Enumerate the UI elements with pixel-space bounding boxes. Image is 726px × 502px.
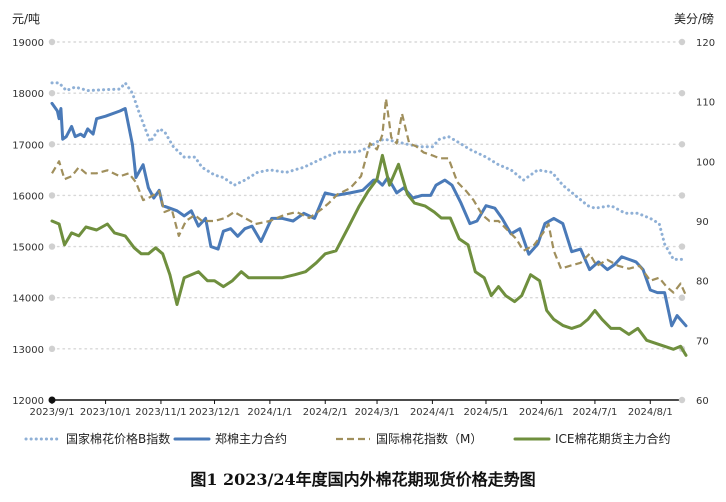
x-tick-label: 2023/12/1 [189,407,240,418]
grid-dot [48,243,56,250]
left-tick-label: 18000 [12,89,44,100]
series-lines [50,81,688,357]
series-line-3 [51,97,688,297]
grid-dot [678,89,686,97]
legend: 国家棉花价格B指数 郑棉主力合约 国际棉花指数（M） ICE棉花期货主力合约 [24,431,671,446]
right-axis-ticks: 60 70 80 90 100 110 120 [696,38,715,407]
x-tick-label: 2023/11/1 [135,407,186,418]
right-axis-unit: 美分/磅 [674,11,714,26]
x-tick-label: 2024/1/1 [247,407,292,418]
grid-dot [48,141,56,148]
x-tick-label: 2024/7/1 [572,407,617,418]
left-axis-ticks: 12000 13000 14000 15000 16000 17000 18000 19000 [12,38,44,407]
left-tick-label: 19000 [12,38,44,49]
grid-dot [48,294,56,301]
right-tick-label: 110 [696,98,715,109]
grid-dot [678,396,686,404]
legend-label: 国际棉花指数（M） [376,431,482,446]
right-tick-label: 120 [696,38,715,49]
left-tick-label: 13000 [12,345,44,356]
x-tick-label: 2024/5/1 [464,407,509,418]
x-tick-label: 2024/2/1 [303,407,348,418]
legend-label: ICE棉花期货主力合约 [555,431,671,446]
x-tick-label: 2023/10/1 [80,407,131,418]
right-tick-label: 100 [696,157,715,168]
series-line-2 [50,101,688,328]
grid-dot [678,141,686,148]
x-tick-label: 2024/8/1 [628,407,673,418]
grid-dot [48,345,56,353]
right-tick-label: 60 [696,396,709,407]
grid-dot [678,192,686,199]
grid-dot [678,243,686,250]
grid-dot [48,192,56,199]
grid-dot [48,38,56,46]
right-tick-label: 70 [696,336,709,347]
x-tick-label: 2023/9/1 [30,407,75,418]
legend-label: 国家棉花价格B指数 [66,431,170,446]
series-line-1 [50,81,688,261]
left-tick-label: 14000 [12,294,44,305]
x-axis: 2023/9/1 2023/10/1 2023/11/1 2023/12/1 2024/… [30,396,686,418]
x-tick-label: 2024/3/1 [355,407,400,418]
right-tick-label: 80 [696,277,709,288]
left-tick-label: 15000 [12,243,44,254]
left-tick-label: 17000 [12,140,44,151]
grid-dot [678,294,686,301]
x-tick-label: 2024/4/1 [410,407,455,418]
grid-dot [48,89,56,97]
left-tick-label: 16000 [12,191,44,202]
series-line-4 [50,153,688,357]
left-tick-label: 12000 [12,396,44,407]
left-axis-unit: 元/吨 [12,12,40,26]
chart-title: 图1 2023/24年度国内外棉花期现货价格走势图 [190,470,535,489]
right-tick-label: 90 [696,217,709,228]
grid-dot [678,38,686,46]
legend-label: 郑棉主力合约 [215,431,287,446]
x-tick-label: 2024/6/1 [519,407,564,418]
